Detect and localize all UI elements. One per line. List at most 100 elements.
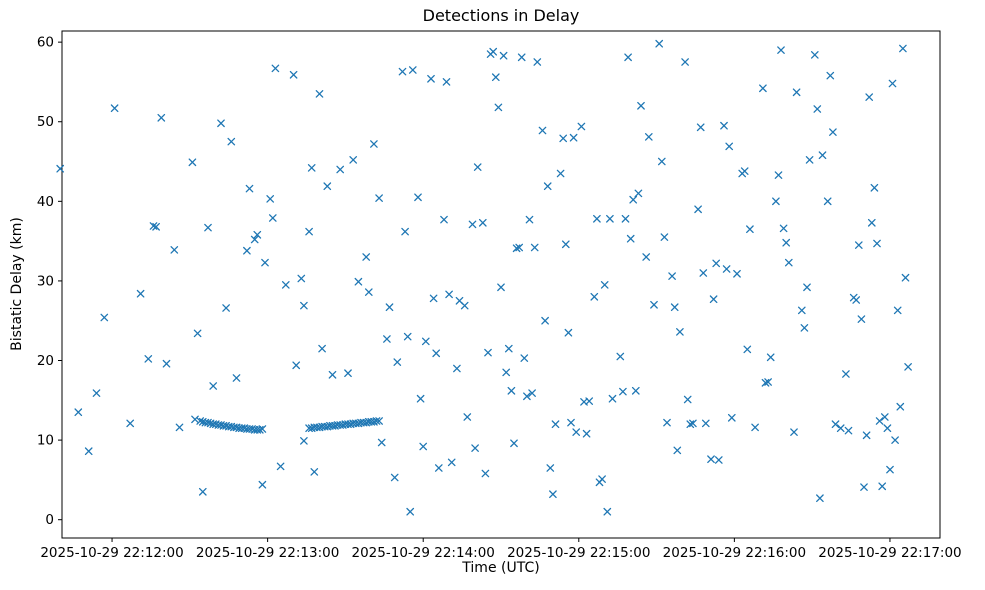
scatter-marker (559, 134, 568, 143)
scatter-marker (878, 482, 887, 491)
scatter-marker (468, 220, 477, 229)
scatter-marker (318, 422, 326, 431)
scatter-marker (507, 386, 516, 395)
scatter-marker (681, 58, 689, 66)
scatter-marker (836, 424, 845, 433)
scatter-marker (427, 74, 435, 83)
scatter-marker (772, 197, 780, 206)
scatter-marker (826, 71, 835, 80)
scatter-marker (398, 67, 407, 76)
scatter-marker (655, 39, 664, 48)
scatter-marker (797, 306, 806, 315)
scatter-marker (759, 84, 767, 93)
scatter-marker (447, 458, 456, 467)
x-axis-label: Time (UTC) (462, 560, 540, 576)
scatter-marker (204, 223, 212, 232)
scatter-marker (310, 423, 319, 432)
scatter-marker (471, 444, 479, 452)
scatter-marker (606, 214, 614, 223)
scatter-marker (784, 258, 793, 267)
y-tick-label: 30 (37, 273, 54, 289)
scatter-marker (268, 214, 277, 222)
scatter-marker (805, 156, 814, 164)
scatter-marker (416, 394, 425, 403)
scatter-marker (266, 195, 275, 203)
scatter-marker (261, 258, 269, 267)
scatter-marker (484, 348, 492, 357)
scatter-marker (175, 423, 184, 432)
scatter-marker (896, 402, 905, 411)
scatter-marker (300, 437, 308, 445)
scatter-marker (473, 163, 482, 171)
scatter-marker (191, 415, 199, 424)
scatter-marker (551, 420, 560, 429)
scatter-marker (419, 442, 428, 451)
scatter-marker (870, 183, 879, 192)
scatter-marker (515, 243, 524, 252)
y-tick-label: 60 (37, 35, 54, 51)
scatter-marker (406, 507, 415, 516)
scatter-marker (152, 222, 160, 231)
scatter-marker (292, 361, 301, 370)
scatter-marker (222, 304, 230, 312)
scatter-marker (258, 480, 267, 489)
y-tick-label: 10 (37, 433, 54, 449)
scatter-marker (626, 234, 635, 243)
scatter-marker (600, 281, 609, 289)
scatter-marker (904, 363, 912, 371)
scatter-marker (790, 428, 798, 436)
scatter-marker (344, 369, 352, 378)
scatter-marker (854, 241, 863, 249)
scatter-marker (852, 296, 861, 304)
scatter-marker (818, 151, 827, 160)
scatter-marker (354, 277, 363, 286)
scatter-marker (403, 332, 412, 341)
scatter-marker (445, 290, 453, 299)
scatter-marker (517, 53, 526, 62)
scatter-marker (803, 283, 811, 292)
scatter-marker (657, 157, 666, 166)
scatter-marker (533, 58, 542, 66)
scatter-marker (888, 79, 897, 88)
scatter-marker (92, 389, 101, 397)
scatter-marker (593, 214, 601, 223)
scatter-marker (442, 78, 451, 86)
scatter-marker (800, 324, 809, 332)
scatter-marker (720, 121, 728, 130)
scatter-marker (831, 420, 840, 429)
scatter-marker (862, 431, 871, 440)
scatter-marker (541, 316, 549, 325)
scatter-marker (300, 301, 308, 310)
scatter-marker (779, 224, 788, 233)
scatter-marker (281, 281, 290, 289)
scatter-marker (209, 382, 218, 390)
scatter-marker (590, 292, 599, 301)
scatter-marker (880, 413, 889, 421)
scatter-marker (624, 53, 632, 62)
x-tick-label: 2025-10-29 22:16:00 (663, 545, 806, 561)
scatter-marker (865, 93, 874, 101)
scatter-marker (136, 289, 145, 298)
scatter-marker (126, 419, 135, 428)
scatter-marker (528, 389, 536, 397)
scatter-marker (421, 337, 430, 346)
scatter-marker (650, 300, 658, 309)
scatter-marker (333, 421, 342, 429)
scatter-marker (440, 215, 448, 224)
scatter-marker (743, 345, 752, 354)
scatter-marker (619, 387, 627, 396)
scatter-marker (84, 447, 93, 456)
scatter-marker (370, 140, 378, 148)
scatter-marker (170, 246, 179, 254)
scatter-marker (873, 239, 881, 248)
scatter-marker (253, 230, 262, 239)
scatter-marker (642, 253, 651, 261)
scatter-marker (375, 194, 383, 202)
scatter-marker (634, 189, 643, 198)
scatter-marker (429, 294, 438, 303)
chart-title: Detections in Delay (422, 6, 580, 25)
scatter-marker (307, 164, 316, 172)
scatter-marker (764, 378, 772, 386)
scatter-marker (481, 469, 490, 478)
scatter-marker (110, 104, 119, 113)
